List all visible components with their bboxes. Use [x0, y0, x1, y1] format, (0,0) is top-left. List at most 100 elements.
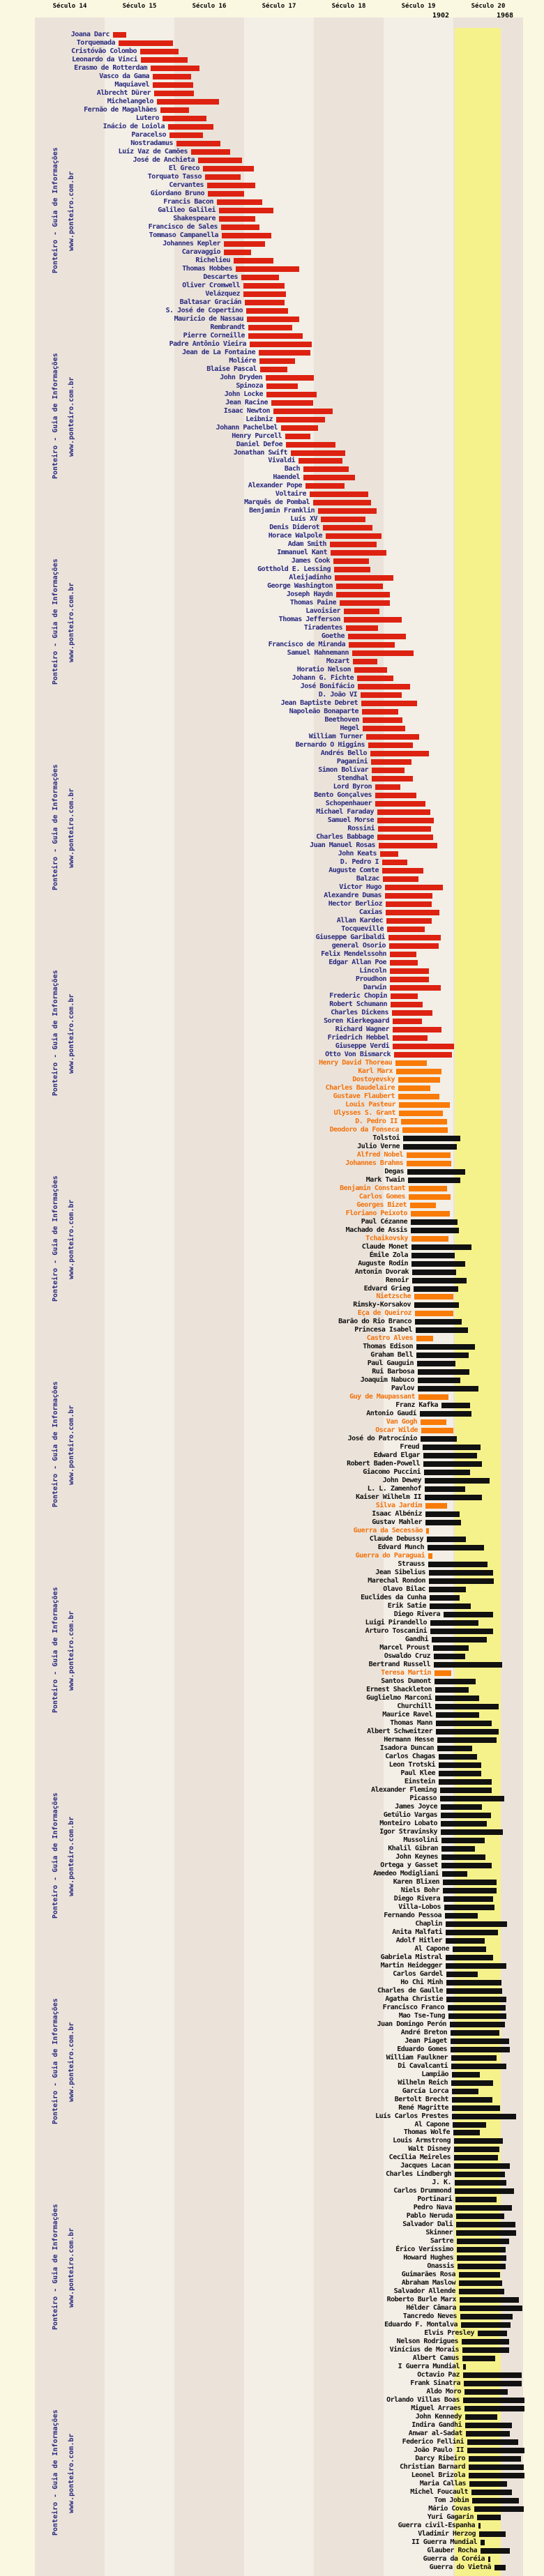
- person-label: Richard Wagner: [335, 1026, 390, 1033]
- person-label: Albrecht Dürer: [96, 89, 151, 97]
- lifespan-bar: [414, 1286, 458, 1292]
- person-label: Pierre Corneille: [183, 332, 245, 340]
- lifespan-bar: [340, 600, 390, 606]
- lifespan-bar: [358, 684, 410, 689]
- watermark-url-text: www.ponteiro.com.br: [68, 1816, 75, 1896]
- person-label: Torquato Tasso: [147, 173, 202, 181]
- lifespan-bar: [291, 450, 345, 456]
- lifespan-bar: [469, 2473, 524, 2478]
- person-label: Einstein: [404, 1778, 436, 1785]
- lifespan-bar: [160, 107, 189, 113]
- person-label: Blaise Pascal: [206, 365, 257, 373]
- lifespan-bar: [434, 1662, 502, 1668]
- person-label: Diego Rivera: [393, 1610, 441, 1618]
- lifespan-bar: [379, 843, 437, 848]
- lifespan-bar: [386, 910, 439, 915]
- lifespan-bar: [435, 1679, 476, 1684]
- person-label: George Washington: [267, 582, 333, 590]
- person-label: Al Capone: [414, 2121, 449, 2128]
- lifespan-bar: [455, 2197, 497, 2202]
- lifespan-bar: [439, 1754, 477, 1760]
- person-label: Francisco de Sales: [148, 223, 218, 231]
- lifespan-bar: [403, 1144, 457, 1150]
- person-label: Caxias: [358, 908, 383, 916]
- person-label: John Dryden: [220, 374, 262, 381]
- person-label: Mussolini: [403, 1836, 438, 1844]
- person-label: Johann Pachelbel: [216, 424, 278, 432]
- person-label: Benjamin Franklin: [249, 507, 315, 515]
- lifespan-bar: [444, 1905, 494, 1910]
- person-label: John Kennedy: [415, 2413, 462, 2421]
- person-label: Louis Pasteur: [345, 1101, 395, 1108]
- lifespan-bar: [457, 2239, 509, 2244]
- person-label: Jean Racine: [225, 399, 268, 406]
- person-label: D. Pedro II: [355, 1118, 398, 1125]
- lifespan-bar: [456, 2222, 515, 2227]
- lifespan-bar: [382, 860, 407, 865]
- person-label: I Guerra Mundial: [398, 2363, 460, 2370]
- lifespan-bar: [461, 2322, 511, 2328]
- person-label: Charles Babbage: [316, 833, 374, 841]
- lifespan-bar: [390, 952, 416, 957]
- lifespan-bar: [259, 350, 310, 356]
- lifespan-bar: [243, 283, 285, 289]
- era-end-year-label: 1968: [497, 12, 514, 20]
- person-label: Samuel Hahnemann: [287, 649, 349, 657]
- lifespan-bar: [402, 1127, 448, 1133]
- lifespan-bar: [310, 491, 368, 497]
- person-label: Di Cavalcanti: [398, 2062, 448, 2070]
- lifespan-bar: [446, 1988, 502, 1994]
- watermark-ponteiro-text: Ponteiro - Guia de Informações: [52, 558, 59, 685]
- lifespan-bar: [409, 1194, 451, 1200]
- lifespan-bar: [435, 1695, 479, 1701]
- lifespan-bar: [421, 1428, 453, 1433]
- lifespan-bar: [451, 2038, 509, 2044]
- lifespan-bar: [395, 1060, 427, 1066]
- person-label: Paul Gauguin: [367, 1359, 414, 1367]
- person-label: Nietzsche: [376, 1293, 411, 1300]
- person-label: Edvard Munch: [377, 1544, 425, 1551]
- lifespan-bar: [344, 617, 402, 623]
- lifespan-bar: [224, 241, 265, 247]
- lifespan-bar: [248, 325, 292, 330]
- lifespan-bar: [266, 392, 317, 397]
- person-label: Darwin: [363, 984, 387, 991]
- lifespan-bar: [469, 2464, 524, 2470]
- person-label: Carlos Gardel: [393, 1970, 443, 1978]
- lifespan-bar: [465, 2423, 512, 2428]
- person-label: Ulysses S. Grant: [333, 1109, 396, 1117]
- lifespan-bar: [451, 2064, 506, 2069]
- lifespan-bar: [430, 1603, 471, 1609]
- lifespan-bar: [446, 1930, 498, 1935]
- lifespan-bar: [336, 584, 383, 589]
- lifespan-bar: [409, 1186, 447, 1191]
- person-label: Strauss: [398, 1560, 425, 1568]
- person-label: Martin Heidegger: [380, 1962, 443, 1969]
- person-label: Franz Kafka: [395, 1401, 438, 1409]
- lifespan-bar: [157, 99, 219, 105]
- lifespan-bar: [281, 425, 318, 431]
- lifespan-bar: [439, 1771, 481, 1776]
- person-label: Antonin Dvorak: [354, 1268, 409, 1276]
- person-label: Bernardo O Higgins: [295, 741, 365, 749]
- person-label: Igor Stravinsky: [379, 1828, 437, 1836]
- watermark-ponteiro-text: Ponteiro - Guia de Informações: [52, 1587, 59, 1713]
- lifespan-bar: [415, 1319, 462, 1325]
- person-label: Santos Dumont: [381, 1677, 431, 1685]
- person-label: Andrés Bello: [320, 749, 368, 757]
- person-label: Indira Gandhi: [411, 2421, 462, 2429]
- person-label: William Turner: [308, 733, 363, 740]
- lifespan-bar: [425, 1503, 447, 1509]
- lifespan-bar: [430, 1595, 460, 1601]
- lifespan-bar: [441, 1863, 492, 1868]
- lifespan-bar: [439, 1779, 492, 1785]
- person-label: Tom Jobim: [434, 2497, 469, 2504]
- lifespan-bar: [286, 442, 335, 448]
- person-label: Mozart: [326, 657, 350, 665]
- lifespan-bar: [191, 149, 230, 155]
- person-label: Ernest Shackleton: [366, 1686, 432, 1693]
- person-label: Gotthold E. Lessing: [257, 565, 331, 573]
- person-label: John Keats: [338, 850, 377, 858]
- person-label: Marechal Rondon: [368, 1577, 425, 1585]
